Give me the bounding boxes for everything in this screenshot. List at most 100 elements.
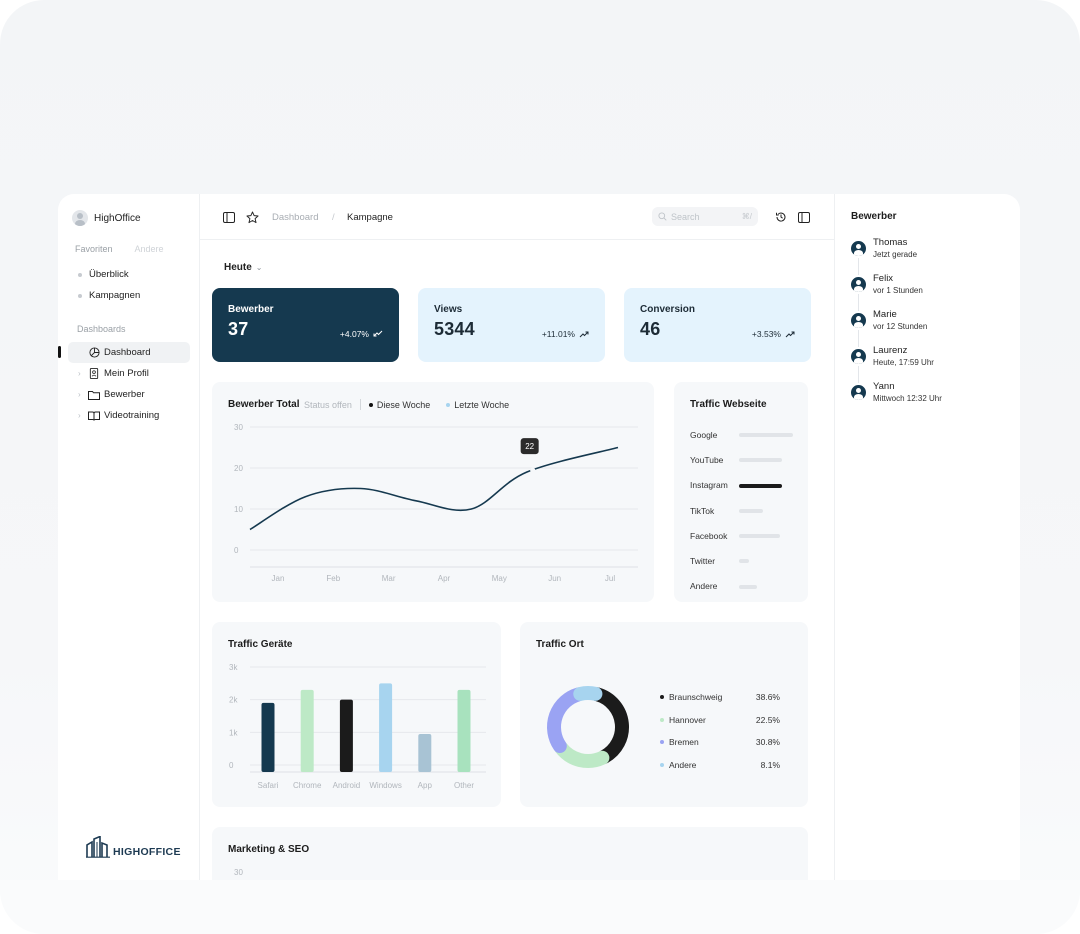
breadcrumb-kampagne: Kampagne bbox=[347, 212, 393, 223]
favorites-list: Überblick Kampagnen bbox=[78, 264, 140, 306]
traffic-website-list: Google YouTube Instagram TikTok Facebook Twit… bbox=[690, 422, 800, 599]
kpi-label: Views bbox=[434, 304, 463, 315]
applicant-time: Mittwoch 12:32 Uhr bbox=[873, 394, 942, 403]
y-tick-label: 10 bbox=[234, 505, 243, 514]
right-panel-toggle-icon[interactable] bbox=[797, 210, 811, 224]
x-tick-label: Feb bbox=[326, 574, 340, 583]
location-legend-item[interactable]: Braunschweig 38.6% bbox=[660, 686, 780, 709]
user-avatar-icon bbox=[851, 385, 866, 400]
traffic-bar bbox=[739, 534, 780, 539]
workspace-switcher[interactable]: HighOffice bbox=[72, 210, 141, 226]
sidebar-item-bewerber[interactable]: › Bewerber bbox=[68, 384, 190, 405]
traffic-item[interactable]: Google bbox=[690, 422, 800, 447]
chevron-right-icon: › bbox=[78, 411, 81, 420]
favorite-item-kampagnen[interactable]: Kampagnen bbox=[78, 285, 140, 306]
traffic-item[interactable]: Andere bbox=[690, 574, 800, 599]
feed-item[interactable]: Thomas Jetzt gerade bbox=[851, 237, 942, 275]
card-title: Traffic Ort bbox=[536, 639, 584, 650]
feed-item[interactable]: Marie vor 12 Stunden bbox=[851, 309, 942, 347]
location-percent: 22.5% bbox=[755, 714, 780, 725]
bar-other[interactable] bbox=[457, 689, 471, 772]
donut-slice-hannover[interactable] bbox=[554, 740, 610, 768]
search-icon bbox=[658, 212, 667, 221]
sidebar-toggle-icon[interactable] bbox=[222, 210, 236, 224]
donut-slice-bremen[interactable] bbox=[547, 687, 586, 754]
bar-android[interactable] bbox=[339, 699, 353, 772]
traffic-location-card: Traffic Ort Braunschweig 38.6% Hannover 22.… bbox=[520, 622, 808, 807]
y-tick-label: 2k bbox=[229, 696, 238, 705]
applicant-name: Thomas bbox=[873, 237, 908, 248]
traffic-item[interactable]: Instagram bbox=[690, 473, 800, 498]
favorite-item-ueberblick[interactable]: Überblick bbox=[78, 264, 140, 285]
feed-text: Felix vor 1 Stunden bbox=[873, 273, 923, 295]
active-indicator bbox=[58, 346, 61, 358]
sidebar-item-mein-profil[interactable]: › Mein Profil bbox=[68, 363, 190, 384]
location-label: Braunschweig bbox=[669, 692, 723, 703]
bar-app[interactable] bbox=[418, 733, 432, 772]
timeline-connector bbox=[858, 294, 859, 311]
right-panel-title: Bewerber bbox=[851, 211, 897, 222]
kpi-card-bewerber[interactable]: Bewerber 37 +4.07% bbox=[212, 288, 399, 362]
building-logo-icon bbox=[86, 836, 110, 858]
card-title: Traffic Webseite bbox=[690, 399, 767, 410]
sidebar-item-dashboard[interactable]: Dashboard bbox=[58, 342, 190, 363]
tooltip-value: 22 bbox=[525, 442, 534, 451]
history-icon[interactable] bbox=[774, 210, 788, 224]
traffic-item[interactable]: YouTube bbox=[690, 447, 800, 472]
location-legend-item[interactable]: Bremen 30.8% bbox=[660, 731, 780, 754]
legend-dot bbox=[660, 695, 664, 700]
status-filter[interactable]: Status offen bbox=[304, 399, 352, 410]
traffic-item[interactable]: Facebook bbox=[690, 523, 800, 548]
tab-favoriten[interactable]: Favoriten bbox=[75, 244, 113, 254]
bar-safari[interactable] bbox=[261, 702, 275, 772]
traffic-item[interactable]: TikTok bbox=[690, 498, 800, 523]
location-legend-item[interactable]: Hannover 22.5% bbox=[660, 709, 780, 732]
x-tick-label: Safari bbox=[258, 781, 279, 790]
feed-item[interactable]: Yann Mittwoch 12:32 Uhr bbox=[851, 381, 942, 417]
traffic-label: TikTok bbox=[690, 505, 715, 516]
search-placeholder: Search bbox=[671, 211, 700, 222]
breadcrumb-dashboard[interactable]: Dashboard bbox=[272, 212, 319, 223]
bar-windows[interactable] bbox=[379, 683, 393, 772]
x-tick-label: Apr bbox=[438, 574, 451, 583]
feed-item[interactable]: Felix vor 1 Stunden bbox=[851, 273, 942, 311]
kpi-card-conversion[interactable]: Conversion 46 +3.53% bbox=[624, 288, 811, 362]
id-badge-icon bbox=[88, 368, 100, 380]
trend-up-icon bbox=[785, 331, 795, 338]
donut-slice-andere[interactable] bbox=[573, 686, 603, 701]
tab-andere[interactable]: Andere bbox=[134, 244, 164, 254]
donut-slice-braunschweig[interactable] bbox=[590, 687, 629, 764]
period-selector[interactable]: Heute ⌄ bbox=[224, 262, 263, 273]
legend-item-letzte-woche[interactable]: Letzte Woche bbox=[446, 400, 509, 410]
y-tick-label: 0 bbox=[229, 761, 234, 770]
legend-item-diese-woche[interactable]: Diese Woche bbox=[368, 400, 430, 410]
traffic-label: Google bbox=[690, 429, 718, 440]
traffic-bar bbox=[739, 458, 783, 463]
bullet-icon bbox=[78, 293, 82, 298]
breadcrumb-separator: / bbox=[332, 212, 335, 223]
user-avatar-icon bbox=[851, 277, 866, 292]
feed-text: Thomas Jetzt gerade bbox=[873, 237, 917, 259]
line-chart: 0 10 20 30 Jan Feb Mar Apr May Jun Jul 22 bbox=[234, 423, 638, 583]
traffic-bar bbox=[739, 584, 757, 589]
line-chart-card: Bewerber Total Status offen Diese Woche … bbox=[212, 382, 654, 602]
kpi-card-views[interactable]: Views 5344 +11.01% bbox=[418, 288, 605, 362]
timeline-connector bbox=[858, 330, 859, 347]
traffic-item[interactable]: Twitter bbox=[690, 548, 800, 573]
line-chart-legend: Status offen Diese Woche Letzte Woche bbox=[304, 399, 509, 410]
star-icon[interactable] bbox=[245, 210, 259, 224]
traffic-label: Facebook bbox=[690, 530, 728, 541]
x-tick-label: Android bbox=[333, 781, 361, 790]
feed-item[interactable]: Laurenz Heute, 17:59 Uhr bbox=[851, 345, 942, 383]
topbar: Dashboard / Kampagne Search ⌘/ bbox=[200, 194, 834, 240]
search-input[interactable]: Search ⌘/ bbox=[652, 207, 758, 226]
x-tick-label: May bbox=[492, 574, 507, 583]
sidebar-item-videotraining[interactable]: › Videotraining bbox=[68, 405, 190, 426]
hover-point[interactable] bbox=[530, 467, 536, 473]
y-tick-label: 20 bbox=[234, 464, 243, 473]
applicant-time: Heute, 17:59 Uhr bbox=[873, 358, 934, 367]
bar-chrome[interactable] bbox=[300, 689, 314, 772]
card-title: Traffic Geräte bbox=[228, 639, 293, 650]
dashboards-section-label: Dashboards bbox=[77, 324, 126, 334]
location-legend-item[interactable]: Andere 8.1% bbox=[660, 754, 780, 777]
